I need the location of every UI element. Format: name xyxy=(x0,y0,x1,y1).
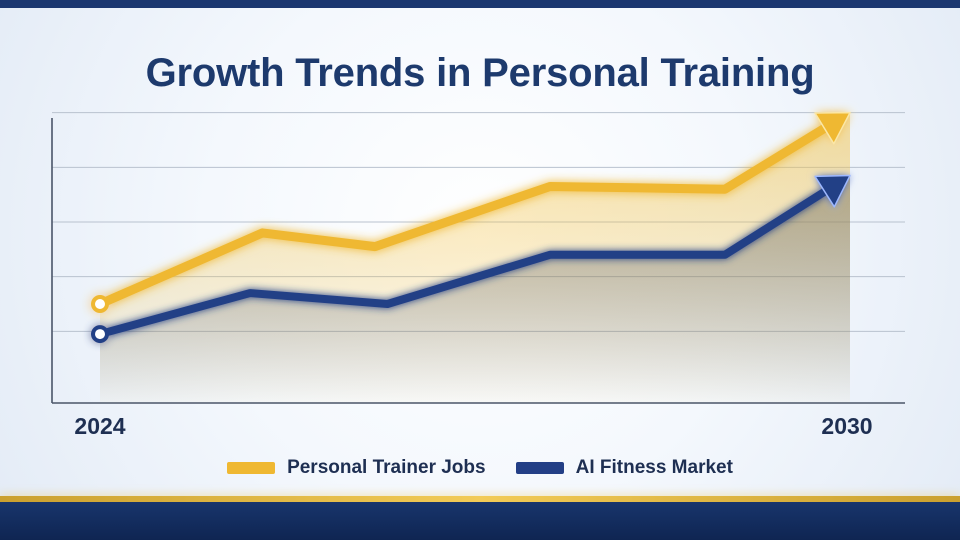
series-personal-trainer-jobs xyxy=(91,111,851,313)
bottom-gold-stripe xyxy=(0,496,960,502)
start-marker-personal-trainer-jobs xyxy=(91,295,109,313)
area-layer xyxy=(100,112,850,404)
series-line-personal-trainer-jobs xyxy=(95,121,833,309)
legend-label: AI Fitness Market xyxy=(575,457,733,478)
x-tick-layer: 2024 2030 xyxy=(74,413,872,439)
area-personal-trainer-jobs xyxy=(100,112,850,404)
series-line-ai-fitness-market xyxy=(96,185,833,339)
series-ai-fitness-market xyxy=(91,174,851,344)
top-band xyxy=(0,0,960,8)
start-marker-ai-fitness-market xyxy=(91,325,109,344)
legend-swatch-gold xyxy=(227,462,276,474)
legend-swatch-navy xyxy=(515,462,564,474)
x-tick-label: 2024 xyxy=(74,413,125,439)
chart-title: Growth Trends in Personal Training xyxy=(145,51,815,95)
bottom-band xyxy=(0,502,960,540)
arrowhead-personal-trainer-jobs xyxy=(814,111,851,145)
legend-item-personal-trainer-jobs: Personal Trainer Jobs xyxy=(227,457,486,479)
legend: Personal Trainer Jobs AI Fitness Market xyxy=(0,456,960,480)
series-layer xyxy=(91,111,851,344)
arrowhead-ai-fitness-market xyxy=(814,174,851,208)
legend-item-ai-fitness-market: AI Fitness Market xyxy=(515,457,733,479)
axis-layer xyxy=(51,118,905,404)
legend-label: Personal Trainer Jobs xyxy=(287,457,486,478)
x-tick-label: 2030 xyxy=(821,413,872,439)
